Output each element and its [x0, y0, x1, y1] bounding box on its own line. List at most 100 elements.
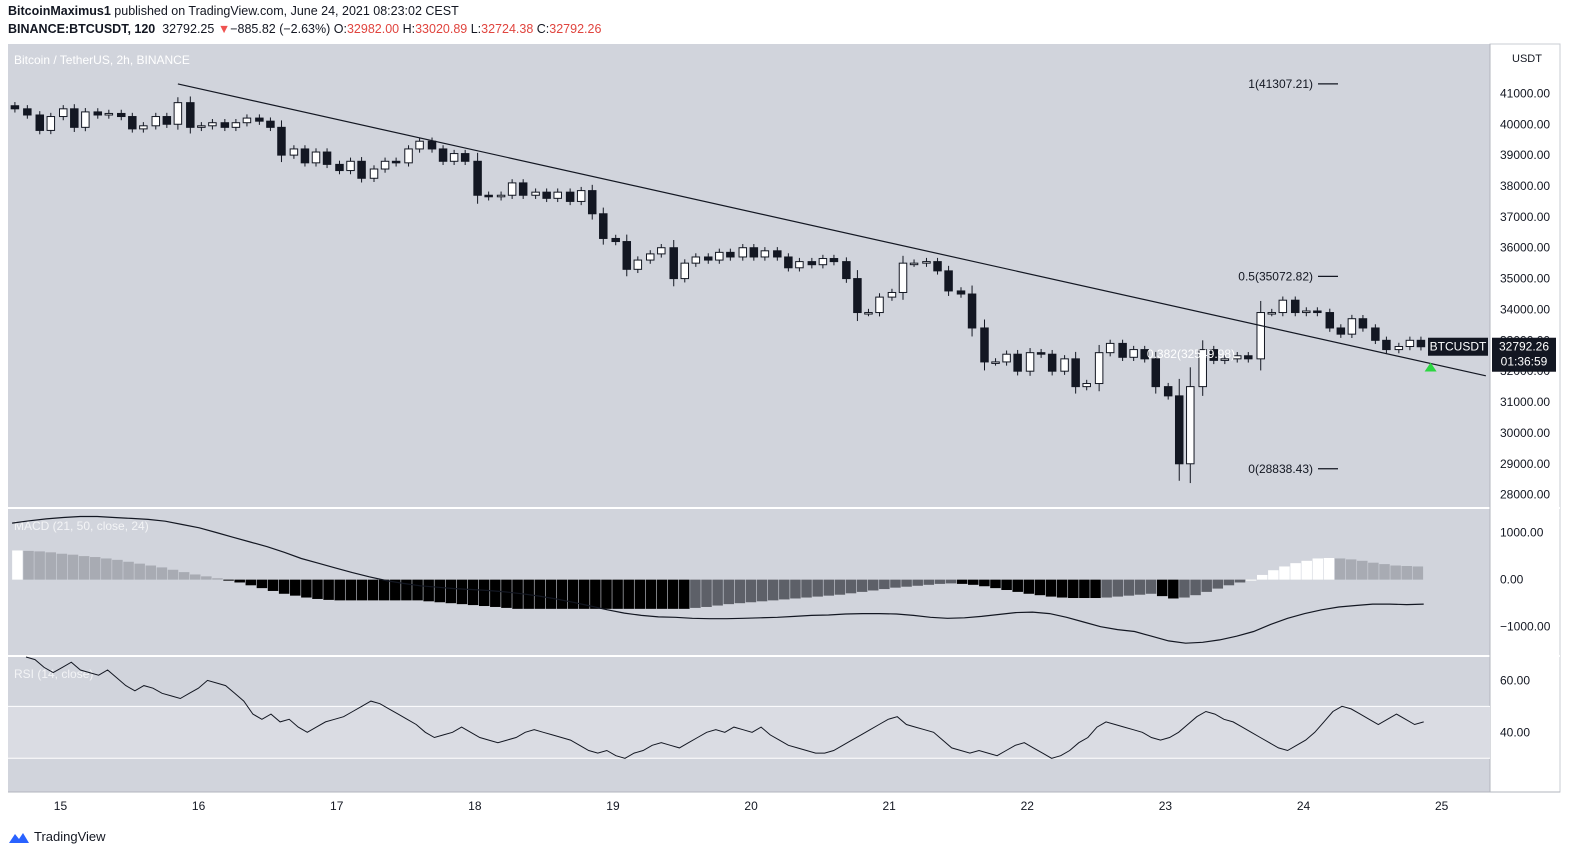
macd-line — [12, 515, 1424, 644]
candle-up — [289, 148, 299, 156]
macd-histogram-bar — [301, 579, 312, 598]
macd-histogram-bar — [178, 572, 190, 580]
macd-histogram-bar — [290, 579, 301, 596]
candle-down — [357, 160, 366, 179]
macd-histogram-bar — [534, 579, 546, 609]
macd-histogram-bar — [234, 579, 245, 583]
ohlc-line: BINANCE:BTCUSDT, 120 32792.25 ▼−885.82 (… — [8, 22, 601, 36]
macd-histogram-bar — [890, 579, 901, 588]
candle-down — [956, 290, 966, 295]
close-label: C: — [536, 22, 550, 36]
macd-histogram-bar — [167, 569, 179, 580]
macd-histogram-bar — [12, 550, 23, 580]
publish-line: BitcoinMaximus1 published on TradingView… — [8, 4, 459, 18]
macd-histogram-bar — [1268, 570, 1279, 580]
candle-down — [773, 250, 782, 258]
candle-down — [484, 194, 493, 198]
macd-histogram-bar — [45, 552, 57, 580]
candle-down — [669, 247, 678, 280]
macd-histogram-bar — [1145, 579, 1157, 594]
candle-up — [1129, 349, 1138, 358]
macd-histogram-bar — [1290, 563, 1301, 580]
macd-histogram-bar — [401, 579, 412, 601]
candle-down — [1071, 358, 1080, 388]
time-tick-label: 23 — [1159, 799, 1173, 813]
macd-histogram-bar — [745, 579, 757, 603]
macd-histogram-bar — [1134, 579, 1146, 595]
macd-histogram-bar — [823, 579, 835, 596]
candle-down — [335, 163, 344, 172]
candle-up — [909, 262, 919, 266]
macd-histogram-bar — [1201, 579, 1212, 592]
macd-histogram-bar — [1123, 579, 1135, 596]
macd-histogram-bar — [278, 579, 290, 594]
candle-down — [1013, 353, 1022, 372]
candle-down — [266, 120, 275, 128]
candle-up — [760, 250, 770, 258]
fib-level-label: 0(28838.43) — [1248, 462, 1313, 476]
candle-down — [1382, 339, 1391, 351]
candle-down — [473, 160, 482, 196]
candle-down — [944, 270, 953, 292]
price-tick-label: 31000.00 — [1500, 395, 1550, 409]
macd-histogram-bar — [856, 579, 868, 592]
tradingview-logo-icon — [9, 832, 29, 843]
price-tag-countdown: 01:36:59 — [1501, 355, 1548, 369]
last-price: 32792.25 — [162, 22, 215, 36]
change-down-icon: ▼ — [217, 22, 231, 36]
macd-histogram-bar — [1323, 557, 1335, 580]
candle-up — [1302, 310, 1311, 314]
candle-down — [1244, 355, 1253, 360]
time-tick-label: 21 — [883, 799, 897, 813]
price-tick-label: 36000.00 — [1500, 241, 1550, 255]
chart-canvas[interactable]: 28000.0029000.0030000.0031000.0032000.00… — [0, 0, 1586, 820]
candle-up — [507, 182, 517, 196]
price-tick-label: 35000.00 — [1500, 272, 1550, 286]
macd-histogram-bar — [1012, 579, 1023, 592]
macd-histogram-bar — [979, 579, 990, 587]
macd-histogram-bar — [1101, 579, 1112, 598]
macd-histogram-bar — [945, 579, 957, 584]
macd-histogram-bar — [956, 579, 968, 584]
macd-histogram-bar — [101, 558, 112, 580]
price-tick-label: 29000.00 — [1500, 457, 1550, 471]
time-tick-label: 19 — [606, 799, 620, 813]
candle-down — [807, 261, 817, 266]
candle-up — [1082, 383, 1091, 388]
plot-background — [8, 44, 1490, 792]
macd-histogram-bar — [212, 578, 223, 580]
macd-histogram-bar — [812, 579, 823, 597]
candle-up — [346, 160, 355, 172]
price-tag-value: 32792.26 — [1499, 340, 1549, 354]
macd-histogram-bar — [968, 579, 979, 585]
candle-up — [1094, 352, 1104, 385]
candle-down — [438, 148, 448, 162]
time-tick-label: 22 — [1021, 799, 1035, 813]
candle-down — [611, 237, 620, 243]
macd-histogram-bar — [1068, 579, 1079, 599]
candle-up — [864, 312, 873, 315]
macd-histogram-bar — [334, 579, 345, 601]
candle-down — [23, 108, 32, 116]
candle-down — [35, 114, 45, 131]
macd-histogram-bar — [512, 579, 523, 609]
price-pane-title: Bitcoin / TetherUS, 2h, BINANCE — [14, 53, 190, 67]
candle-up — [1025, 352, 1035, 372]
macd-histogram-bar — [723, 579, 734, 605]
macd-histogram-bar — [156, 567, 168, 580]
price-change: −885.82 (−2.63%) — [230, 22, 331, 36]
macd-histogram-bar — [1256, 574, 1268, 580]
candle-down — [300, 148, 310, 164]
time-axis-background — [8, 792, 1560, 820]
rsi-tick-label: 40.00 — [1500, 725, 1530, 739]
macd-tick-label: −1000.00 — [1500, 620, 1551, 634]
rsi-tick-label: 60.00 — [1500, 673, 1530, 687]
symbol-tag — [1428, 337, 1488, 356]
macd-histogram-bar — [879, 579, 890, 590]
macd-histogram-bar — [601, 579, 612, 609]
candle-up — [1405, 339, 1415, 347]
author-name[interactable]: BitcoinMaximus1 — [8, 4, 111, 18]
time-tick-label: 20 — [744, 799, 758, 813]
candle-down — [1291, 299, 1300, 314]
candle-up — [875, 296, 884, 314]
